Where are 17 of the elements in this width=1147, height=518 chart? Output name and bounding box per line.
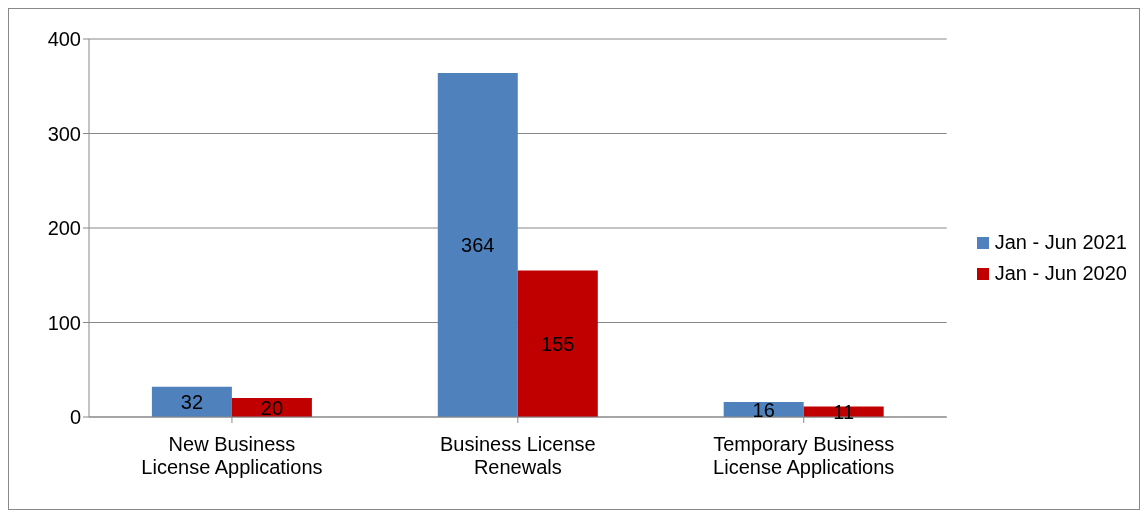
- x-tick-label: New Business License Applications: [141, 433, 323, 478]
- y-tick-label: 0: [69, 406, 81, 429]
- bar: [517, 270, 598, 417]
- data-label: 364: [461, 234, 495, 257]
- legend-label: Jan - Jun 2020: [994, 262, 1127, 285]
- data-label: 32: [180, 390, 204, 413]
- x-tick-label: Temporary Business License Applications: [713, 433, 895, 478]
- y-tick-label: 200: [47, 217, 81, 240]
- y-tick-label: 100: [47, 311, 81, 334]
- legend-label: Jan - Jun 2021: [994, 231, 1127, 254]
- data-label: 155: [541, 332, 575, 355]
- y-tick-label: 400: [47, 28, 81, 51]
- y-tick-label: 300: [47, 122, 81, 145]
- data-label: 20: [260, 396, 284, 419]
- data-label: 16: [752, 398, 775, 421]
- bar: [437, 73, 518, 417]
- x-tick-label: Business License Renewals: [440, 433, 596, 478]
